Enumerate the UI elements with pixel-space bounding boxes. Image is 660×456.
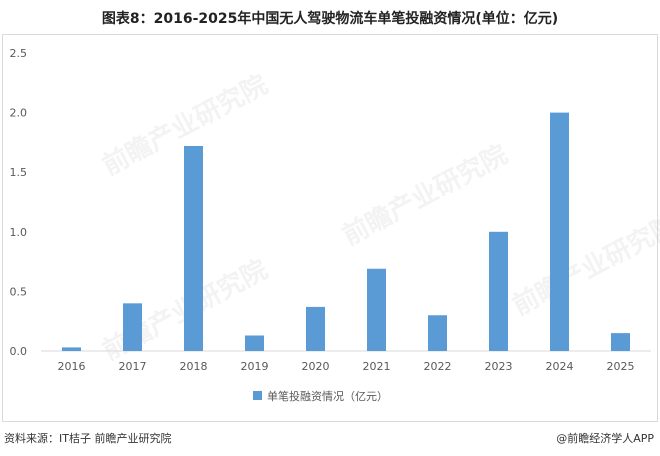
x-tick-label: 2025 [607, 360, 635, 373]
x-tick-label: 2017 [119, 360, 147, 373]
legend-swatch [253, 391, 262, 400]
bar-2019 [245, 335, 264, 351]
y-tick-label: 1.0 [10, 226, 28, 239]
bar-chart: 0.0 0.5 1.0 1.5 2.0 2.5 2016 2017 2018 2019 2020 20… [10, 47, 651, 403]
x-tick-label: 2024 [546, 360, 574, 373]
x-tick-label: 2018 [180, 360, 208, 373]
bar-2022 [428, 315, 447, 351]
footer: 资料来源：IT桔子 前瞻产业研究院 @前瞻经济学人APP [0, 428, 660, 450]
legend-label: 单笔投融资情况（亿元） [267, 389, 388, 403]
bar-2021 [367, 268, 386, 351]
x-tick-label: 2019 [241, 360, 269, 373]
bar-2016 [62, 347, 81, 351]
x-tick-label: 2021 [363, 360, 391, 373]
x-tick-label: 2023 [485, 360, 513, 373]
bar-2020 [306, 306, 325, 351]
x-tick-label: 2022 [424, 360, 452, 373]
chart-area: 前瞻产业研究院 前瞻产业研究院 前瞻产业研究院 前瞻产业研究院 0.00.51.… [2, 34, 660, 422]
bar-2018 [184, 145, 203, 351]
y-tick-label: 0.0 [10, 345, 28, 358]
brand-label: @前瞻经济学人APP [556, 432, 654, 445]
bar-2025 [611, 333, 630, 351]
y-tick-label: 2.0 [10, 107, 28, 120]
x-tick-label: 2016 [58, 360, 86, 373]
bar-2023 [489, 231, 508, 351]
bar-2024 [550, 112, 569, 351]
chart-title: 图表8：2016-2025年中国无人驾驶物流车单笔投融资情况(单位：亿元) [101, 11, 559, 27]
source-note: 资料来源：IT桔子 前瞻产业研究院 [4, 432, 172, 445]
y-tick-label: 2.5 [10, 47, 28, 60]
y-tick-label: 0.5 [10, 285, 28, 298]
x-tick-label: 2020 [302, 360, 330, 373]
y-tick-label: 1.5 [10, 166, 28, 179]
bar-2017 [123, 303, 142, 351]
